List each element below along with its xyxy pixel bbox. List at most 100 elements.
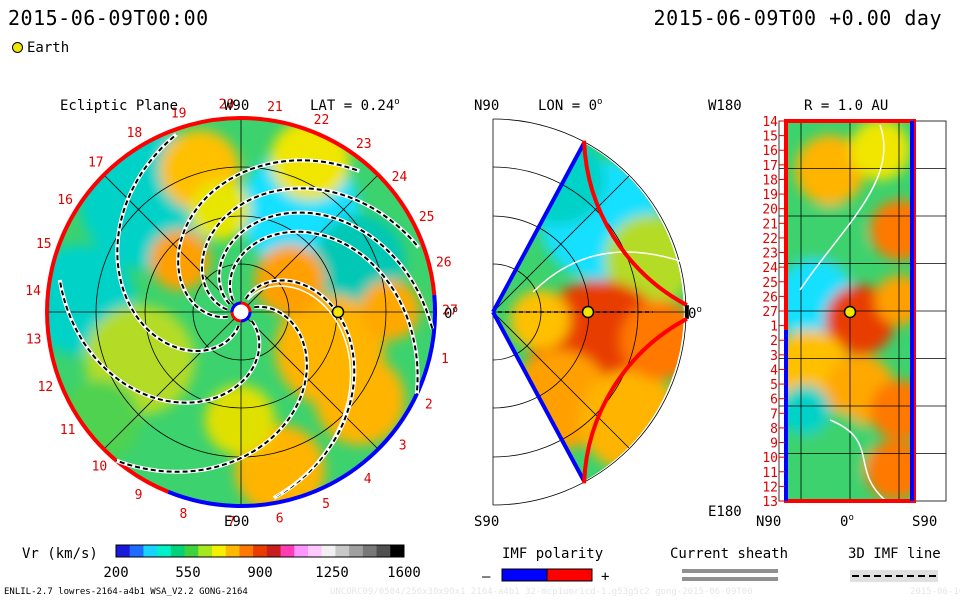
colorbar-tick-label: 550 — [175, 565, 200, 581]
ecliptic-polarity-arc — [45, 116, 437, 494]
ecliptic-carrington-label: 1 — [441, 352, 449, 367]
ecliptic-right-label: 0o — [444, 305, 458, 322]
ecliptic-imf-line — [115, 305, 308, 473]
sphere-speed-region — [870, 200, 914, 260]
sphere-y-label: 24 — [762, 261, 778, 276]
colorbar-cell — [390, 545, 405, 557]
meridional-polarity-arc — [582, 140, 688, 307]
sphere-y-label: 17 — [762, 159, 778, 174]
ecliptic-carrington-label: 4 — [364, 472, 372, 487]
sphere-y-label: 10 — [762, 451, 778, 466]
meridional-current-sheet — [532, 251, 684, 293]
ecliptic-carrington-label: 24 — [392, 170, 408, 185]
ecliptic-carrington-label: 17 — [88, 156, 104, 171]
sphere-speed-region — [786, 385, 830, 435]
sphere-y-label: 15 — [762, 130, 778, 145]
sphere-y-label: 4 — [770, 364, 778, 379]
ecliptic-bottom-label: E90 — [224, 514, 249, 530]
imf-polarity-title: IMF polarity — [502, 546, 603, 562]
imf-positive-swatch — [546, 568, 593, 582]
ecliptic-imf-line — [58, 279, 261, 404]
ecliptic-carrington-label: 13 — [26, 333, 42, 348]
meridional-polarity-rim — [491, 140, 689, 484]
sphere-speed-region — [795, 135, 865, 205]
colorbar-frame — [115, 544, 405, 558]
model-info: ENLIL-2.7 lowres-2164-a4b1 WSA_V2.2 GONG… — [4, 587, 248, 597]
sphere-y-label: 21 — [762, 217, 778, 232]
colorbar-cell — [321, 545, 336, 557]
sphere-y-label: 9 — [770, 437, 778, 452]
ecliptic-polarity-rim — [45, 116, 437, 508]
ecliptic-imf-line — [177, 159, 360, 319]
ecliptic-imf-line — [228, 230, 419, 395]
sphere-speed-region — [795, 205, 865, 275]
sphere-y-label: 22 — [762, 232, 778, 247]
colorbar-cell — [170, 545, 186, 557]
run-id-faint: UNCORC09/0504/256x30x90x1 2164-a4b1 32-m… — [330, 587, 753, 597]
right-timestamp: 2015-06-09T00 +0.00 day — [653, 6, 942, 30]
current-sheath-legend: Current sheath — [670, 546, 788, 581]
imf-line-legend: 3D IMF line — [848, 546, 941, 582]
sphere-y-label: 18 — [762, 174, 778, 189]
ecliptic-carrington-label: 3 — [399, 439, 407, 454]
sphere-y-label: 14 — [762, 115, 778, 130]
sphere-y-label: 6 — [770, 393, 778, 408]
imf-minus-label: – — [482, 569, 491, 585]
colorbar-ticks: 200 550 900 1250 1600 — [103, 565, 421, 581]
sphere-bottom-label: E180 — [708, 504, 742, 520]
sphere-r-label: R = 1.0 AU — [804, 98, 888, 114]
earth-marker — [331, 305, 345, 319]
colorbar-cell — [198, 545, 213, 557]
ecliptic-carrington-label: 26 — [436, 255, 452, 270]
colorbar: Vr (km/s) 200 550 900 1250 1600 — [22, 544, 421, 581]
ecliptic-carrington-label: 19 — [171, 107, 187, 122]
colorbar-tick-label: 200 — [103, 565, 128, 581]
colorbar-cell — [157, 545, 172, 557]
ecliptic-carrington-label: 21 — [267, 100, 283, 115]
colorbar-tick-label: 1250 — [315, 565, 349, 581]
run-date-faint: 2015-06-16 — [910, 587, 960, 597]
sphere-current-sheet — [799, 124, 886, 501]
ecliptic-lat-label: LAT = 0.24o — [310, 97, 400, 114]
sphere-grid — [778, 119, 947, 503]
meridional-panel: N90 LON = 0o S90 0o — [474, 97, 702, 530]
ecliptic-carrington-label: 7 — [227, 515, 235, 530]
colorbar-cell — [349, 545, 364, 557]
sphere-y-label: 7 — [770, 407, 778, 422]
imf-plus-label: + — [601, 569, 609, 585]
ecliptic-carrington-label: 8 — [179, 507, 187, 522]
sphere-y-label: 11 — [762, 466, 778, 481]
colorbar-cell — [129, 545, 144, 557]
ecliptic-carrington-label: 25 — [419, 210, 435, 225]
meridional-north-edge — [491, 142, 586, 313]
ecliptic-carrington-label: 6 — [276, 511, 284, 526]
meridional-axis-diagonal — [492, 311, 630, 449]
imf-polarity-legend: IMF polarity – + — [482, 546, 609, 585]
colorbar-cell — [253, 545, 268, 557]
sun-marker-polarity — [230, 301, 252, 323]
sphere-y-label: 20 — [762, 203, 778, 218]
colorbar-cell — [280, 545, 295, 557]
sphere-speed-region — [865, 440, 914, 500]
meridional-top-label: N90 — [474, 98, 499, 114]
imf-line-title: 3D IMF line — [848, 546, 941, 562]
sphere-y-label: 27 — [762, 305, 778, 320]
ecliptic-carrington-label: 10 — [92, 460, 108, 475]
colorbar-tick-label: 1600 — [387, 565, 421, 581]
colorbar-tick-label: 900 — [247, 565, 272, 581]
ecliptic-speed-region — [190, 180, 250, 240]
ecliptic-carrington-label: 22 — [314, 113, 330, 128]
sphere-y-label: 19 — [762, 188, 778, 203]
ecliptic-carrington-label: 2 — [425, 398, 433, 413]
sphere-y-label: 3 — [770, 349, 778, 364]
ecliptic-carrington-labels: 20 21222324252627123456789101112131415161… — [25, 98, 458, 530]
colorbar-cell — [239, 545, 254, 557]
current-sheath-line-1 — [682, 569, 778, 573]
current-sheath-line-2 — [682, 577, 778, 581]
sphere-x-label-zero: 0o — [840, 513, 854, 530]
ecliptic-carrington-label: 18 — [127, 126, 143, 141]
ecliptic-carrington-label: 5 — [322, 497, 330, 512]
sphere-x-label-north: N90 — [756, 514, 781, 530]
ecliptic-carrington-label: 27 — [442, 304, 458, 319]
